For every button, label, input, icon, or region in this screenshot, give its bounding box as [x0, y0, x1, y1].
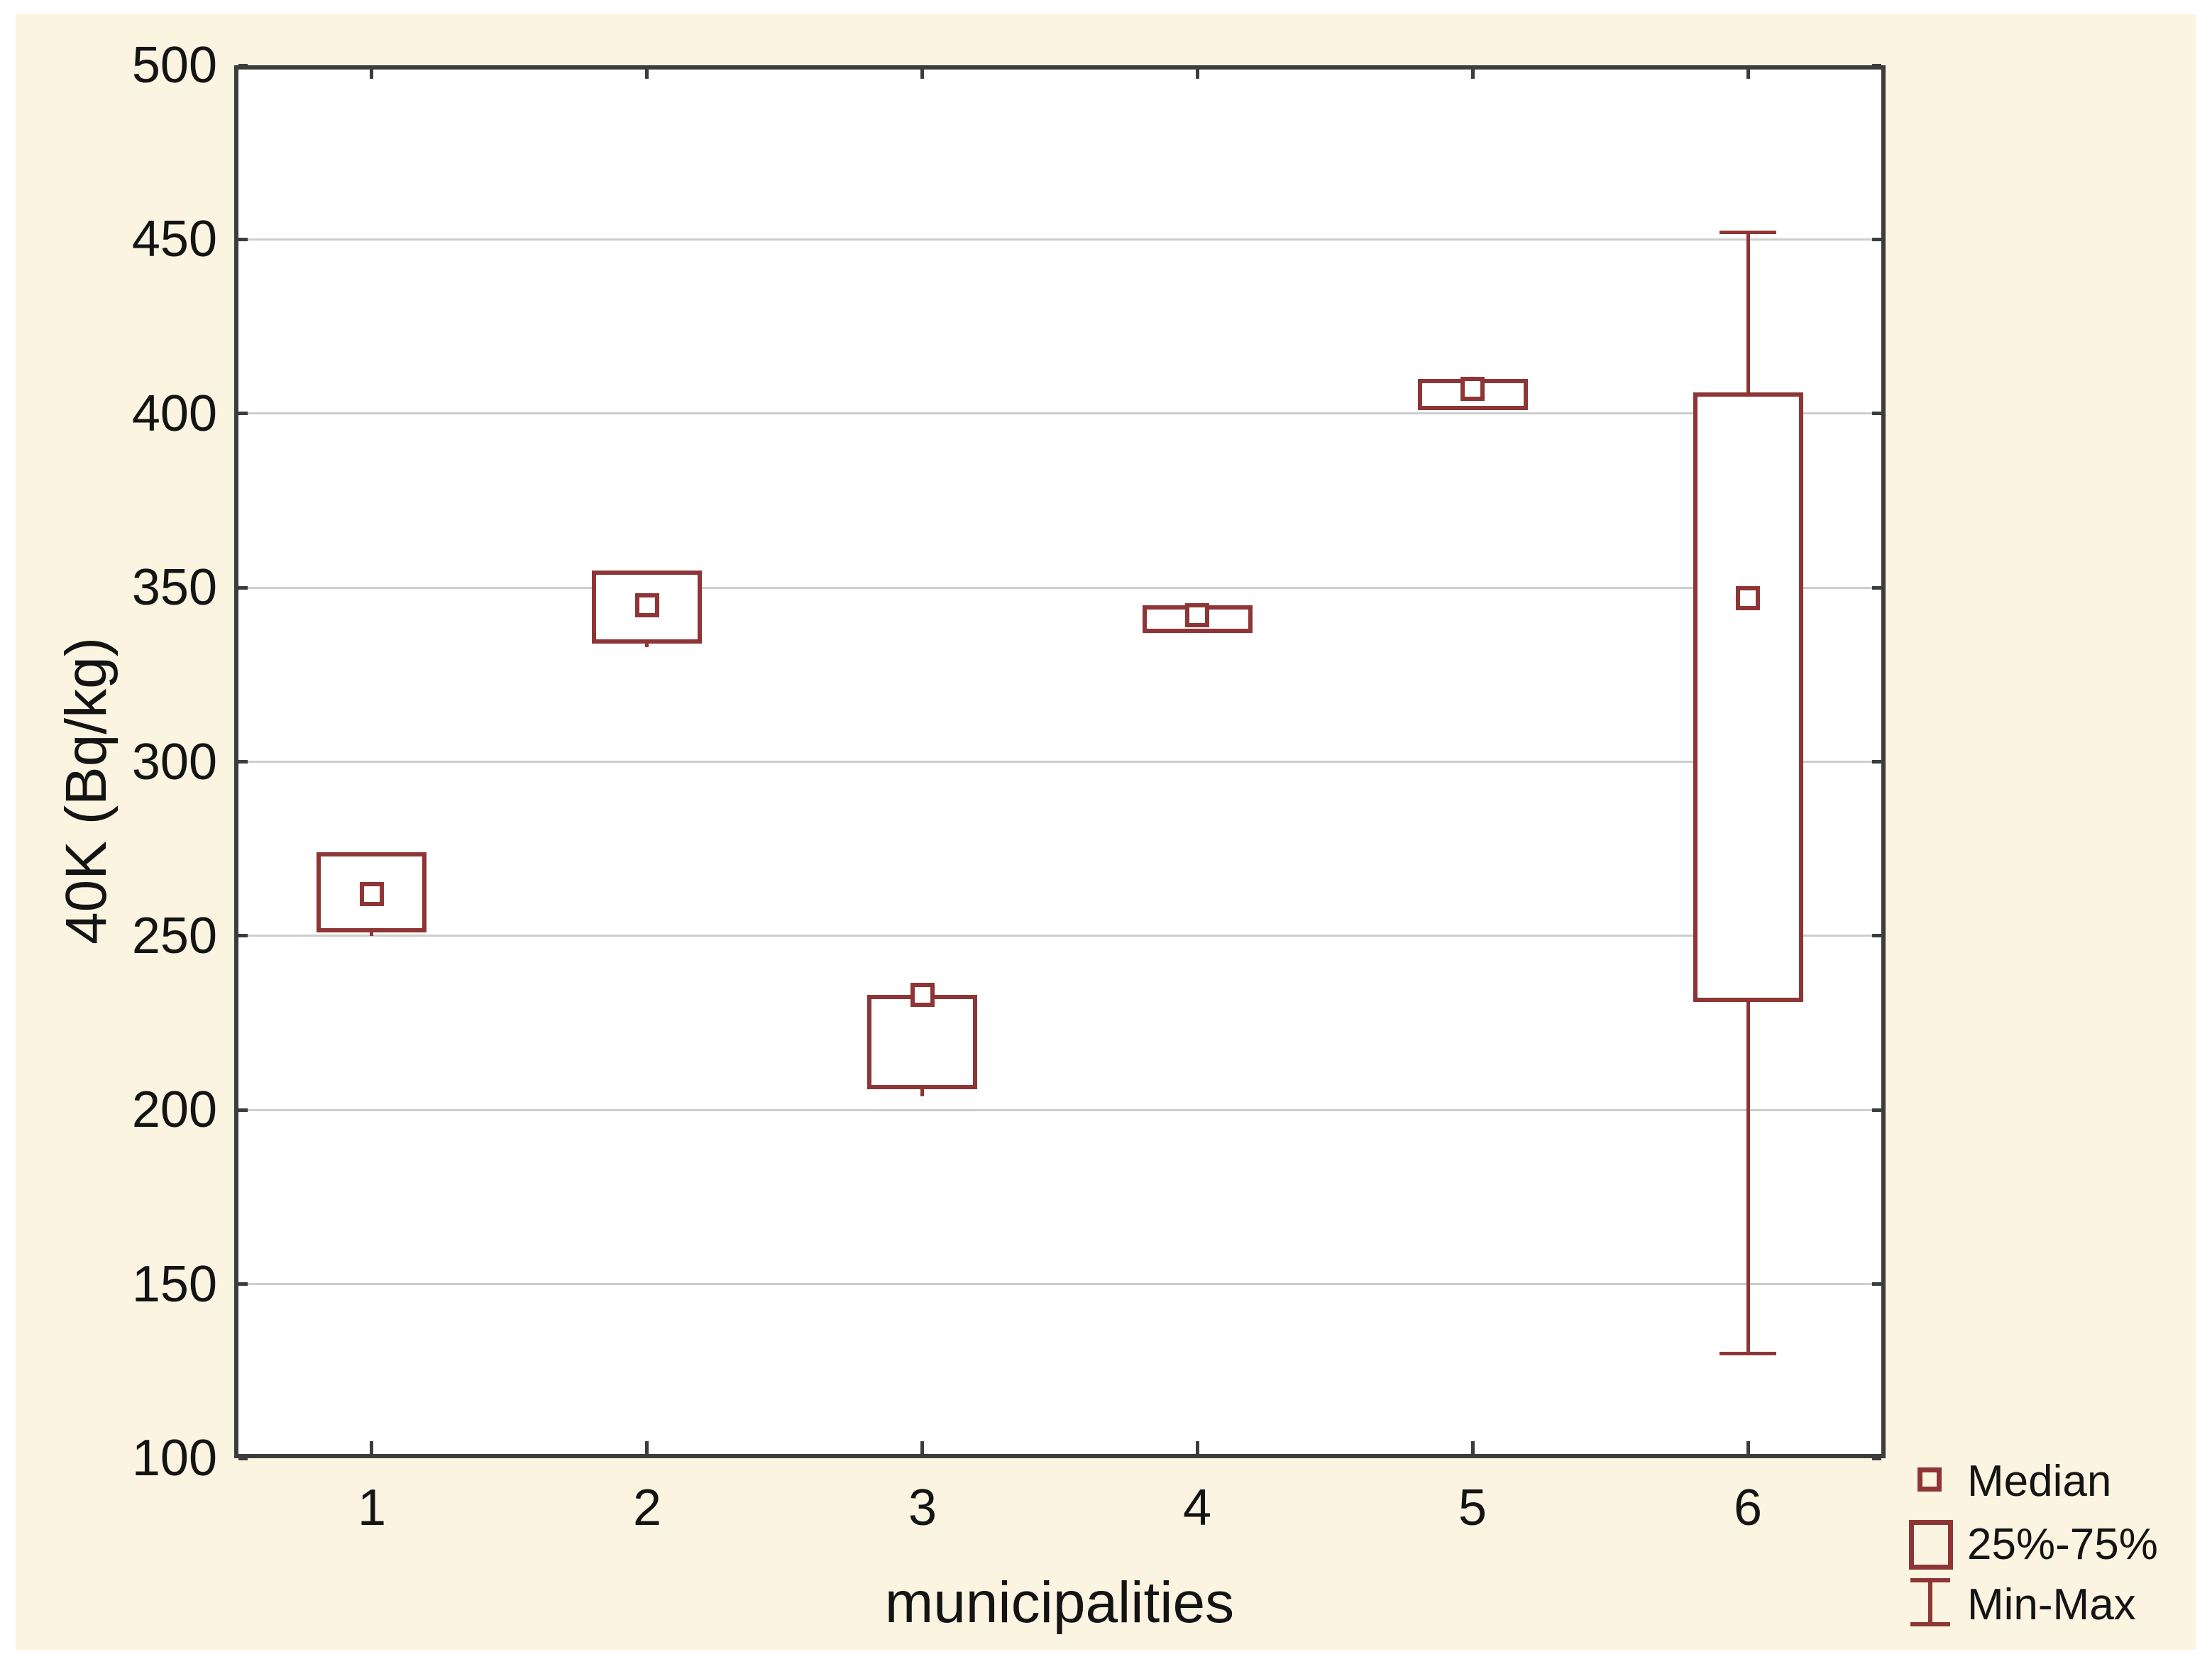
x-tick-bottom-2	[645, 1441, 649, 1454]
legend-box-symbol	[1909, 1520, 1953, 1570]
whisker-min-line-3	[920, 1087, 924, 1096]
gridline-y-200	[238, 1109, 1881, 1111]
y-tick-left-450	[238, 238, 248, 241]
whisker-min-line-1	[370, 930, 373, 936]
gridline-y-300	[238, 761, 1881, 763]
y-tick-label-500: 500	[131, 37, 217, 94]
x-tick-label-2: 2	[632, 1480, 662, 1536]
whisker-max-line-6	[1746, 233, 1750, 395]
x-tick-label-3: 3	[908, 1480, 937, 1536]
y-tick-right-150	[1872, 1282, 1881, 1286]
x-tick-bottom-1	[370, 1441, 373, 1454]
median-marker-6	[1736, 586, 1760, 610]
median-marker-3	[910, 983, 935, 1007]
median-marker-4	[1185, 603, 1209, 627]
y-tick-label-150: 150	[131, 1256, 217, 1313]
y-tick-label-450: 450	[131, 211, 217, 268]
y-tick-left-150	[238, 1282, 248, 1286]
gridline-y-350	[238, 587, 1881, 589]
boxplot-figure: 100 150 200 250 300 350 400 450 500 1 2 3 4 5 6 40K (B…	[16, 14, 2196, 1650]
x-tick-top-1	[370, 70, 373, 79]
whisker-min-line-2	[645, 641, 649, 647]
whisker-min-cap-6	[1719, 1352, 1776, 1355]
y-tick-label-100: 100	[131, 1430, 217, 1487]
whisker-min-line-6	[1746, 1000, 1750, 1354]
y-tick-label-250: 250	[131, 908, 217, 964]
y-tick-left-250	[238, 934, 248, 937]
legend-minmax-symbol	[1910, 1578, 1950, 1626]
gridline-y-250	[238, 935, 1881, 937]
x-axis-title: municipalities	[884, 1570, 1235, 1635]
median-marker-1	[360, 882, 384, 906]
legend-median-square-symbol	[1917, 1467, 1942, 1492]
x-tick-label-6: 6	[1733, 1480, 1763, 1536]
box-25-75-6	[1693, 392, 1803, 1002]
gridline-y-400	[238, 412, 1881, 414]
y-tick-right-400	[1872, 412, 1881, 415]
x-tick-top-4	[1196, 70, 1199, 79]
x-tick-top-2	[645, 70, 649, 79]
y-tick-label-350: 350	[131, 559, 217, 616]
box-25-75-3	[867, 995, 977, 1089]
y-axis-title: 40K (Bq/kg)	[54, 637, 119, 944]
y-tick-right-350	[1872, 586, 1881, 590]
x-tick-top-3	[920, 70, 924, 79]
y-tick-left-350	[238, 586, 248, 590]
x-tick-top-5	[1471, 70, 1475, 79]
y-tick-left-400	[238, 412, 248, 415]
y-tick-left-200	[238, 1108, 248, 1112]
y-tick-left-100	[238, 1457, 248, 1460]
y-tick-right-250	[1872, 934, 1881, 937]
y-tick-label-300: 300	[131, 734, 217, 790]
median-marker-5	[1460, 377, 1485, 401]
y-tick-right-200	[1872, 1108, 1881, 1112]
x-tick-label-4: 4	[1182, 1480, 1212, 1536]
gridline-y-150	[238, 1283, 1881, 1285]
whisker-max-cap-6	[1719, 231, 1776, 234]
x-tick-bottom-5	[1471, 1441, 1475, 1454]
median-marker-2	[635, 593, 659, 617]
x-tick-bottom-3	[920, 1441, 924, 1454]
legend-label-median: Median	[1967, 1457, 2112, 1506]
x-tick-label-5: 5	[1458, 1480, 1487, 1536]
y-tick-label-400: 400	[131, 385, 217, 442]
y-tick-right-500	[1872, 64, 1881, 67]
y-tick-label-200: 200	[131, 1081, 217, 1138]
minmax-line	[1928, 1578, 1932, 1626]
y-tick-left-500	[238, 64, 248, 67]
y-tick-right-450	[1872, 238, 1881, 241]
x-tick-top-6	[1746, 70, 1750, 79]
x-tick-bottom-6	[1746, 1441, 1750, 1454]
plot-frame	[234, 65, 1886, 1458]
y-tick-right-100	[1872, 1457, 1881, 1460]
y-tick-left-300	[238, 760, 248, 764]
y-tick-right-300	[1872, 760, 1881, 764]
x-tick-bottom-4	[1196, 1441, 1199, 1454]
legend-label-25%-75%: 25%-75%	[1967, 1520, 2158, 1569]
legend-label-min-max: Min-Max	[1967, 1580, 2136, 1629]
x-tick-label-1: 1	[357, 1480, 387, 1536]
gridline-y-450	[238, 238, 1881, 241]
